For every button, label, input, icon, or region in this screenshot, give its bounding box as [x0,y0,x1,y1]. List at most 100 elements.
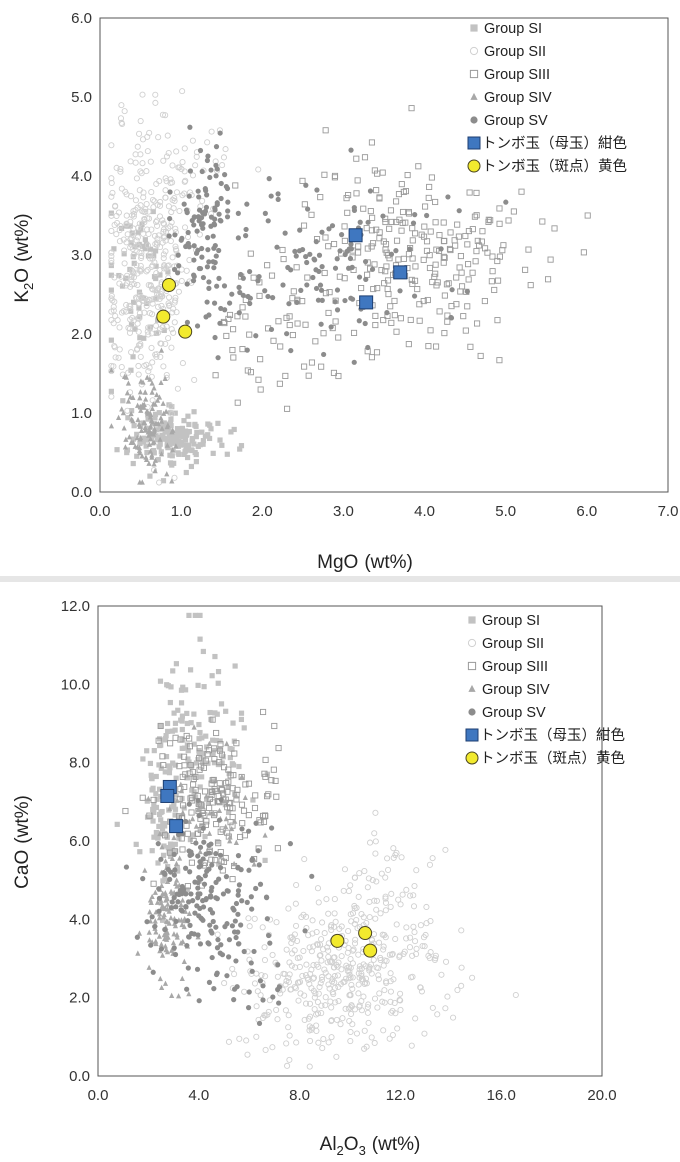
data-point [117,165,124,173]
highlight-point [393,265,408,280]
data-point [168,344,175,351]
data-point [424,212,430,219]
data-point [108,316,115,324]
data-point [169,162,176,169]
data-point [398,181,405,188]
data-point [176,263,182,269]
data-point [440,253,447,260]
data-point [196,736,202,742]
data-point [375,972,382,979]
data-point [173,309,180,316]
data-point [141,219,148,226]
data-point [193,459,199,465]
data-point [113,164,120,171]
data-point [148,330,155,337]
data-point [266,932,272,939]
data-point [253,970,260,977]
data-point [236,763,242,770]
data-point [334,963,341,970]
data-point [193,840,199,846]
data-point [335,959,342,966]
data-point [377,957,384,964]
data-point [375,939,383,946]
data-point [171,895,177,901]
data-point [154,420,160,427]
data-point [273,793,280,800]
data-point [369,214,376,221]
data-point [474,320,481,327]
data-point [355,243,362,250]
y-tick-label: 3.0 [71,247,92,264]
data-point [138,407,144,413]
data-point [230,354,237,361]
data-point [203,204,210,210]
data-point [393,921,400,928]
data-point [207,174,213,181]
data-point [378,267,385,274]
data-point [184,720,190,727]
data-point [229,785,236,792]
data-point [128,439,134,445]
data-point [348,981,355,988]
x-tick-label: 3.0 [333,503,354,520]
highlight-point [363,943,378,958]
data-point [118,102,125,109]
data-point [240,807,248,814]
data-point [143,456,150,463]
data-point [156,908,162,914]
data-point [200,441,206,447]
data-point [134,934,140,940]
data-point [188,891,194,897]
data-point [388,1009,395,1016]
data-point [247,369,254,376]
data-point [186,193,192,199]
data-point [112,202,119,209]
data-point [409,952,416,959]
data-point [165,878,171,884]
data-point [163,753,170,760]
data-point [457,288,464,295]
data-point [338,232,345,238]
data-point [184,883,191,890]
data-point [137,168,144,175]
data-point [300,911,307,918]
data-point [171,802,177,808]
plot-area [99,17,669,493]
data-point [152,467,158,474]
data-point [141,309,148,316]
data-point [310,274,316,281]
data-point [183,891,189,897]
data-point [245,293,251,300]
data-point [358,972,365,979]
data-point [164,720,171,727]
data-point [453,301,460,308]
data-point [151,834,157,840]
data-point [199,429,205,435]
data-point [184,209,190,216]
data-point [149,311,156,318]
data-point [325,910,332,917]
data-point [495,277,502,284]
data-point [395,256,402,263]
data-point [193,823,199,829]
data-point [200,750,207,756]
data-point [351,359,357,365]
data-point [201,684,207,690]
data-point [262,857,268,863]
data-point [357,219,363,225]
data-point [313,239,319,245]
x-axis-title-main: Al [320,1134,337,1155]
data-point [164,442,171,448]
data-point [144,814,151,820]
data-point [158,941,165,947]
data-point [149,255,156,262]
y-tick-label: 0.0 [71,484,92,501]
data-point [331,910,338,917]
data-point [153,239,161,246]
data-point [230,326,237,333]
data-point [169,254,176,261]
data-point [318,976,326,983]
data-point [159,425,165,431]
data-point [206,941,212,947]
data-point [196,745,203,752]
